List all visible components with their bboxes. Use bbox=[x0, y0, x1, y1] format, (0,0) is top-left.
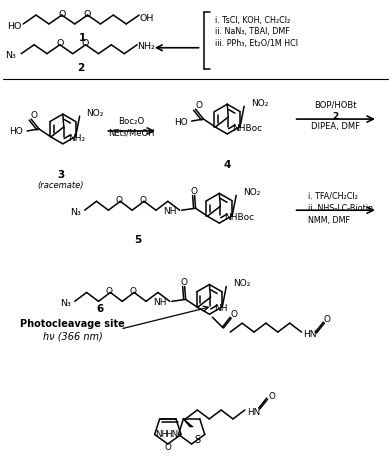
Text: 2: 2 bbox=[77, 62, 84, 73]
Text: O: O bbox=[116, 196, 123, 205]
Text: O: O bbox=[31, 110, 38, 120]
Text: HN: HN bbox=[247, 409, 260, 418]
Text: O: O bbox=[140, 196, 147, 205]
Text: O: O bbox=[195, 101, 202, 110]
Text: O: O bbox=[180, 278, 187, 287]
Text: HN: HN bbox=[303, 329, 317, 338]
Text: N₃: N₃ bbox=[5, 51, 16, 60]
Text: NH: NH bbox=[214, 304, 228, 313]
Text: Boc₂O: Boc₂O bbox=[118, 116, 144, 125]
Text: iii. PPh₃, Et₂O/1M HCl: iii. PPh₃, Et₂O/1M HCl bbox=[215, 39, 298, 48]
Text: O: O bbox=[58, 10, 65, 19]
Text: O: O bbox=[56, 39, 64, 48]
Text: O: O bbox=[164, 444, 171, 452]
Text: NMM, DMF: NMM, DMF bbox=[309, 216, 350, 225]
Text: hν (366 nm): hν (366 nm) bbox=[43, 331, 103, 341]
Text: HN: HN bbox=[165, 430, 178, 439]
Text: O: O bbox=[106, 287, 113, 296]
Text: i. TsCl, KOH, CH₂Cl₂: i. TsCl, KOH, CH₂Cl₂ bbox=[215, 15, 290, 25]
Text: NH: NH bbox=[163, 207, 177, 216]
Text: NH: NH bbox=[153, 298, 167, 307]
Text: Photocleavage site: Photocleavage site bbox=[20, 319, 125, 329]
Text: 1: 1 bbox=[79, 33, 86, 43]
Text: NEt₃/MeOH: NEt₃/MeOH bbox=[108, 129, 154, 137]
Text: OH: OH bbox=[139, 14, 153, 22]
Text: 2: 2 bbox=[332, 111, 338, 121]
Text: O: O bbox=[82, 39, 89, 48]
Text: NHBoc: NHBoc bbox=[224, 212, 254, 222]
Text: O: O bbox=[324, 315, 331, 324]
Text: BOP/HOBt: BOP/HOBt bbox=[314, 101, 356, 110]
Text: O: O bbox=[231, 310, 238, 319]
Text: S: S bbox=[194, 435, 201, 445]
Text: 6: 6 bbox=[97, 304, 104, 314]
Text: NO₂: NO₂ bbox=[87, 109, 104, 117]
Text: O: O bbox=[84, 10, 91, 19]
Text: HO: HO bbox=[7, 22, 22, 31]
Text: DIPEA, DMF: DIPEA, DMF bbox=[311, 123, 360, 131]
Text: O: O bbox=[268, 391, 275, 401]
Text: ii. NHS-LC-Biotin: ii. NHS-LC-Biotin bbox=[309, 204, 374, 213]
Text: 5: 5 bbox=[134, 235, 142, 245]
Text: (racemate): (racemate) bbox=[38, 181, 84, 190]
Text: NHBoc: NHBoc bbox=[232, 124, 262, 133]
Text: HO: HO bbox=[9, 128, 23, 137]
Text: O: O bbox=[190, 187, 197, 196]
Text: 3: 3 bbox=[57, 170, 64, 179]
Text: NH₂: NH₂ bbox=[68, 134, 85, 144]
Text: NO₂: NO₂ bbox=[251, 99, 269, 108]
Text: N₃: N₃ bbox=[60, 299, 71, 308]
Text: NH₂: NH₂ bbox=[137, 42, 155, 51]
Text: ii. NaN₃, TBAI, DMF: ii. NaN₃, TBAI, DMF bbox=[215, 27, 290, 36]
Text: NO₂: NO₂ bbox=[233, 279, 250, 288]
Text: HO: HO bbox=[174, 117, 188, 127]
Text: NH: NH bbox=[156, 430, 169, 439]
Text: O: O bbox=[130, 287, 137, 296]
Text: NO₂: NO₂ bbox=[243, 188, 261, 197]
Text: i. TFA/CH₂Cl₂: i. TFA/CH₂Cl₂ bbox=[309, 192, 358, 201]
Text: N₃: N₃ bbox=[70, 208, 81, 217]
Text: 4: 4 bbox=[223, 160, 231, 170]
